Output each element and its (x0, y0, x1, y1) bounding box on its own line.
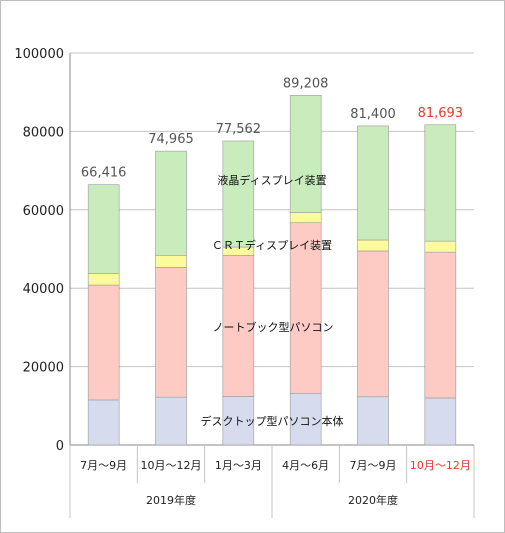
x-tick-label: 1月～3月 (215, 459, 262, 472)
bar-segment (357, 125, 389, 241)
y-tick-label: 80000 (23, 125, 64, 140)
series-label: ＣＲＴディスプレイ装置 (212, 238, 332, 252)
total-label: 66,416 (81, 166, 127, 181)
group-label: 2020年度 (348, 493, 398, 507)
total-label: 74,965 (148, 132, 194, 147)
bar-segment (155, 150, 187, 256)
bar-segment (424, 251, 457, 399)
series-label: ノートブック型パソコン (213, 320, 334, 334)
series-label: デスクトップ型パソコン本体 (201, 414, 344, 428)
bar-segment (222, 254, 255, 397)
group-label: 2019年度 (146, 493, 196, 507)
series-label: 液晶ディスプレイ装置 (217, 173, 326, 187)
bar-segment (424, 124, 457, 242)
bar-segment (289, 392, 322, 446)
total-label: 89,208 (283, 76, 329, 91)
y-tick-label: 0 (56, 439, 64, 454)
y-tick-label: 40000 (23, 282, 64, 297)
bar-segment (87, 184, 120, 274)
bar-segment (289, 95, 322, 213)
bars (87, 95, 457, 446)
total-label: 77,562 (216, 122, 262, 137)
bar-segment (222, 140, 255, 248)
x-tick-label: 7月～9月 (350, 459, 397, 472)
bar-segment (289, 212, 322, 224)
bar-segment (87, 273, 120, 286)
y-axis-tick-labels: 0 20000 40000 60000 80000 100000 (14, 47, 64, 454)
x-tick-label: 4月～6月 (282, 459, 329, 472)
bar-segment (155, 254, 187, 268)
x-tick-label: 10月～12月 (410, 459, 471, 472)
total-label: 81,400 (350, 107, 396, 122)
bar-segment (424, 397, 457, 446)
bar-segment (424, 240, 457, 253)
bar-segment (357, 239, 389, 252)
bar-segment (87, 284, 120, 401)
x-tick-label: 10月～12月 (141, 459, 202, 472)
y-tick-label: 100000 (14, 47, 64, 62)
bar-segment (357, 250, 389, 398)
bar-segment (357, 396, 389, 446)
bar-segment (289, 222, 322, 394)
total-labels: 66,416 74,965 77,562 89,208 81,400 81,693 (81, 76, 463, 180)
bar-segment (155, 396, 187, 446)
bar-segment (222, 396, 255, 446)
y-tick-label: 20000 (23, 361, 64, 376)
bar-segment (87, 399, 120, 446)
x-axis: 7月～9月 10月～12月 1月～3月 4月～6月 7月～9月 10月～12月 2019年度… (69, 445, 475, 518)
x-tick-label: 7月～9月 (80, 459, 127, 472)
y-tick-label: 60000 (23, 204, 64, 219)
bar-segment (155, 267, 187, 398)
total-label: 81,693 (418, 106, 464, 121)
